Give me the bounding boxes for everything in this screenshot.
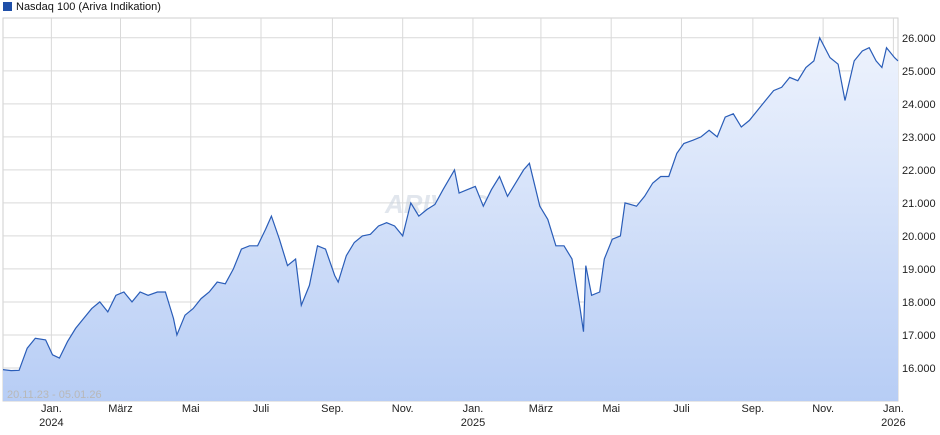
x-tick-label: Sep.	[321, 403, 344, 415]
x-tick-label: März	[108, 403, 132, 415]
y-tick-label: 16.000	[902, 363, 936, 375]
y-tick-label: 24.000	[902, 99, 936, 111]
x-tick-year-label: 2026	[881, 417, 905, 429]
x-tick-label: Nov.	[812, 403, 834, 415]
x-tick-label: Jan.	[883, 403, 904, 415]
series-area	[3, 37, 898, 402]
x-tick-year-label: 2025	[461, 417, 485, 429]
x-tick-label: Jan.	[463, 403, 484, 415]
y-tick-label: 20.000	[902, 231, 936, 243]
x-tick-label: März	[529, 403, 553, 415]
x-tick-label: Nov.	[392, 403, 414, 415]
y-tick-label: 22.000	[902, 165, 936, 177]
y-tick-label: 25.000	[902, 66, 936, 78]
x-tick-label: Juli	[673, 403, 690, 415]
x-tick-label: Sep.	[742, 403, 765, 415]
x-tick-label: Mai	[602, 403, 620, 415]
y-axis-labels: 16.000 17.000 18.000 19.000 20.000 21.000 22.0…	[902, 33, 936, 375]
x-axis-labels: Jan. 2024 März Mai Juli Sep. Nov. Jan. 2025 März M…	[39, 403, 905, 429]
y-tick-label: 21.000	[902, 198, 936, 210]
y-tick-label: 18.000	[902, 297, 936, 309]
x-tick-year-label: 2024	[39, 417, 63, 429]
legend-label: Nasdaq 100 (Ariva Indikation)	[16, 1, 161, 13]
legend-swatch	[3, 2, 12, 11]
legend: Nasdaq 100 (Ariva Indikation)	[3, 1, 161, 13]
date-range-label: 20.11.23 - 05.01.26	[7, 389, 102, 401]
series-line	[2, 36, 899, 372]
x-tick-label: Jan.	[41, 403, 62, 415]
y-tick-label: 26.000	[902, 33, 936, 45]
y-tick-label: 23.000	[902, 132, 936, 144]
x-tick-label: Juli	[253, 403, 270, 415]
y-tick-label: 19.000	[902, 264, 936, 276]
x-tick-label: Mai	[182, 403, 200, 415]
y-tick-label: 17.000	[902, 330, 936, 342]
